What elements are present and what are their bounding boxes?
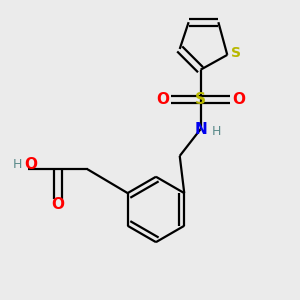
Text: O: O bbox=[156, 92, 169, 107]
Text: S: S bbox=[231, 46, 241, 60]
Text: O: O bbox=[51, 197, 64, 212]
Text: H: H bbox=[13, 158, 22, 171]
Text: N: N bbox=[194, 122, 207, 137]
Text: H: H bbox=[212, 125, 222, 138]
Text: O: O bbox=[25, 158, 38, 172]
Text: S: S bbox=[195, 92, 206, 107]
Text: O: O bbox=[232, 92, 245, 107]
